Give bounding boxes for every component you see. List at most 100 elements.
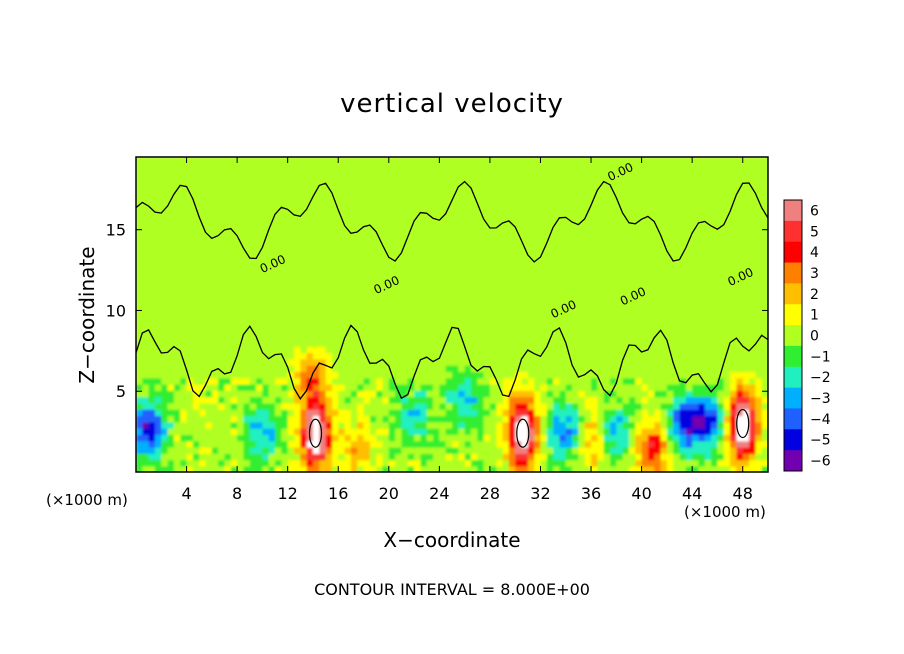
heatmap-cell	[363, 453, 371, 461]
heatmap-cell	[679, 396, 687, 404]
heatmap-cell	[369, 157, 377, 165]
heatmap-cell	[154, 339, 163, 347]
heatmap-cell	[256, 383, 264, 391]
heatmap-cell	[350, 390, 358, 398]
heatmap-cell	[692, 270, 700, 278]
heatmap-cell	[515, 339, 523, 347]
heatmap-cell	[749, 390, 757, 398]
heatmap-cell	[553, 421, 561, 429]
heatmap-cell	[382, 333, 390, 341]
heatmap-cell	[610, 220, 618, 228]
heatmap-cell	[294, 333, 302, 341]
heatmap-cell	[723, 308, 731, 316]
heatmap-cell	[224, 465, 232, 472]
heatmap-cell	[319, 427, 327, 435]
heatmap-cell	[350, 427, 358, 435]
heatmap-cell	[527, 245, 535, 253]
heatmap-cell	[363, 377, 371, 385]
heatmap-cell	[730, 346, 738, 354]
heatmap-cell	[628, 459, 637, 467]
heatmap-cell	[489, 440, 498, 448]
heatmap-cell	[414, 301, 422, 309]
heatmap-cell	[167, 251, 175, 259]
heatmap-cell	[761, 169, 768, 177]
heatmap-cell	[591, 415, 599, 423]
heatmap-cell	[755, 390, 763, 398]
heatmap-cell	[452, 377, 460, 385]
heatmap-cell	[148, 245, 156, 253]
heatmap-cell	[477, 182, 485, 190]
heatmap-cell	[540, 434, 548, 442]
heatmap-cell	[452, 257, 460, 265]
heatmap-cell	[483, 390, 491, 398]
heatmap-cell	[603, 301, 611, 309]
heatmap-cell	[685, 402, 693, 410]
heatmap-cell	[489, 232, 498, 240]
heatmap-cell	[679, 157, 687, 165]
heatmap-cell	[363, 295, 371, 303]
heatmap-cell	[534, 427, 542, 435]
heatmap-cell	[331, 232, 340, 240]
heatmap-cell	[148, 163, 156, 171]
heatmap-cell	[294, 276, 302, 284]
heatmap-cell	[275, 276, 283, 284]
heatmap-cell	[192, 257, 200, 265]
heatmap-cell	[711, 352, 719, 360]
heatmap-cell	[559, 453, 567, 461]
heatmap-cell	[477, 346, 485, 354]
heatmap-cell	[268, 213, 276, 221]
heatmap-cell	[572, 383, 580, 391]
heatmap-cell	[540, 276, 548, 284]
heatmap-cell	[192, 182, 200, 190]
heatmap-cell	[477, 421, 485, 429]
heatmap-cell	[281, 213, 289, 221]
heatmap-cell	[388, 352, 396, 360]
heatmap-cell	[610, 459, 618, 467]
heatmap-cell	[603, 364, 611, 372]
heatmap-cell	[136, 207, 144, 215]
heatmap-cell	[761, 264, 768, 272]
heatmap-cell	[647, 364, 656, 372]
heatmap-cell	[426, 409, 434, 417]
heatmap-cell	[420, 396, 428, 404]
heatmap-cell	[445, 188, 453, 196]
heatmap-cell	[363, 327, 371, 335]
heatmap-cell	[559, 402, 567, 410]
heatmap-cell	[230, 383, 238, 391]
heatmap-cell	[470, 377, 479, 385]
heatmap-cell	[319, 245, 327, 253]
heatmap-cell	[325, 238, 333, 246]
heatmap-cell	[350, 301, 358, 309]
heatmap-cell	[306, 289, 314, 297]
heatmap-cell	[452, 238, 460, 246]
heatmap-cell	[717, 169, 725, 177]
heatmap-cell	[717, 415, 725, 423]
heatmap-cell	[237, 446, 245, 454]
heatmap-cell	[730, 194, 738, 202]
heatmap-cell	[363, 188, 371, 196]
heatmap-cell	[477, 440, 485, 448]
heatmap-cell	[711, 308, 719, 316]
heatmap-cell	[730, 289, 738, 297]
heatmap-cell	[502, 289, 510, 297]
heatmap-cell	[167, 289, 175, 297]
heatmap-cell	[572, 188, 580, 196]
heatmap-cell	[692, 383, 700, 391]
heatmap-cell	[230, 427, 238, 435]
heatmap-cell	[717, 182, 725, 190]
heatmap-cell	[534, 396, 542, 404]
heatmap-cell	[477, 314, 485, 322]
heatmap-cell	[192, 434, 200, 442]
heatmap-cell	[344, 213, 352, 221]
heatmap-cell	[458, 264, 466, 272]
heatmap-cell	[344, 238, 352, 246]
heatmap-cell	[717, 175, 725, 183]
heatmap-cell	[230, 308, 238, 316]
heatmap-cell	[167, 207, 175, 215]
heatmap-cell	[363, 245, 371, 253]
heatmap-cell	[243, 427, 251, 435]
heatmap-cell	[749, 295, 757, 303]
heatmap-cell	[622, 157, 630, 165]
heatmap-cell	[477, 465, 485, 472]
heatmap-cell	[180, 264, 188, 272]
